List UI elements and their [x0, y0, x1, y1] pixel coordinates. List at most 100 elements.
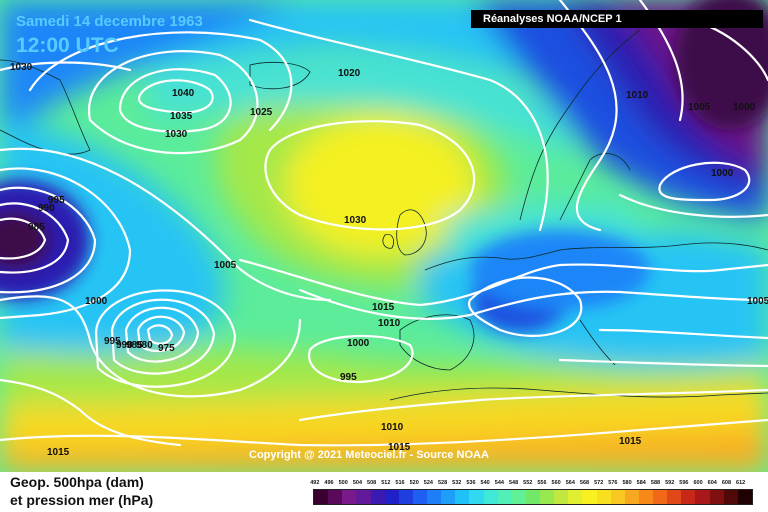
- colorbar-cell: [469, 490, 484, 504]
- coastline-europe: [424, 242, 768, 271]
- colorbar-cell: [441, 490, 456, 504]
- colorbar-level-label: 612: [736, 480, 746, 486]
- colorbar-cell: [653, 490, 668, 504]
- colorbar-cell: [427, 490, 442, 504]
- colorbar-level-label: 512: [381, 480, 391, 486]
- pressure-label: 1010: [378, 318, 401, 329]
- colorbar-level-label: 504: [352, 480, 363, 486]
- colorbar-cell: [568, 490, 583, 504]
- colorbar-level-label: 580: [622, 480, 632, 486]
- isobar-west-1000: [0, 167, 132, 320]
- colorbar-cell: [328, 490, 343, 504]
- colorbar-level-label: 588: [650, 480, 661, 486]
- chart-time: 12:00 UTC: [16, 34, 119, 57]
- colorbar-level-label: 508: [367, 480, 377, 486]
- pressure-label: 980: [136, 340, 153, 351]
- isobar-ne-extra: [618, 193, 768, 218]
- isobar-low-990: [110, 298, 216, 375]
- isobar-west-990: [0, 202, 70, 274]
- colorbar-cell: [398, 490, 413, 504]
- isobar-low-985: [124, 306, 200, 363]
- colorbar-level-label: 532: [452, 480, 462, 486]
- colorbar-level-label: 528: [437, 480, 448, 486]
- colorbar-level-label: 548: [508, 480, 519, 486]
- colorbar-level-label: 576: [608, 480, 618, 486]
- legend-line-1: Geop. 500hpa (dam): [10, 474, 144, 490]
- colorbar-level-label: 516: [395, 480, 405, 486]
- pressure-label: 1015: [372, 302, 395, 313]
- pressure-label: 1035: [170, 111, 193, 122]
- coastlines: [0, 29, 768, 401]
- colorbar-cell: [596, 490, 611, 504]
- pressure-label: 1015: [619, 436, 642, 447]
- isobar-south-1010: [298, 388, 768, 422]
- colorbar-cell: [681, 490, 696, 504]
- isobars: [0, 0, 768, 447]
- colorbar-cell: [723, 490, 738, 504]
- pressure-label: 1030: [344, 215, 367, 226]
- colorbar-cell: [540, 490, 555, 504]
- colorbar-cell: [624, 490, 639, 504]
- colorbar-labels: 492 496 500 504 508 512 516 520 524 528 532 536 540 5…: [310, 480, 753, 489]
- pressure-label: 990: [38, 203, 55, 214]
- colorbar-cell: [455, 490, 470, 504]
- reanalysis-map: 1030 1040 1035 1030 1025 1020 1010 1005 1000 1000…: [0, 0, 768, 472]
- colorbar-cell: [638, 490, 653, 504]
- colorbar-level-label: 556: [537, 480, 547, 486]
- isobar-1000-center: [307, 334, 414, 384]
- colorbar-level-label: 520: [409, 480, 419, 486]
- coastline-uk: [382, 209, 427, 256]
- colorbar-level-label: 592: [665, 480, 675, 486]
- isobar-europe-east: [598, 328, 768, 340]
- colorbar-level-label: 524: [423, 480, 433, 486]
- field-europe-blue: [470, 230, 650, 310]
- colorbar-cell: [525, 490, 540, 504]
- colorbar-level-label: 568: [579, 480, 590, 486]
- isobar-1025: [28, 31, 293, 132]
- colorbar-level-label: 552: [523, 480, 533, 486]
- coastline-iberia: [399, 314, 475, 371]
- colorbar-cell: [511, 490, 526, 504]
- pressure-label: 1000: [711, 168, 734, 179]
- colorbar-level-label: 572: [594, 480, 604, 486]
- field-west-low-core: [0, 210, 50, 270]
- isobar-1005-band: [0, 147, 332, 302]
- isobar-1015: [238, 258, 768, 307]
- field-northwest-blue: [0, 0, 300, 140]
- isobar-1040: [137, 79, 214, 114]
- colorbar-cell: [483, 490, 498, 504]
- pressure-label: 1005: [688, 102, 711, 113]
- colorbar: 492 496 500 504 508 512 516 520 524 528 532 536 540 5…: [310, 480, 753, 505]
- field-north-turquoise: [150, 55, 580, 160]
- colorbar-cell: [370, 490, 385, 504]
- isobar-1030-ring: [87, 50, 259, 155]
- pressure-label: 1015: [388, 442, 411, 453]
- coastline-africa: [389, 387, 768, 401]
- colorbar-cell: [412, 490, 427, 504]
- pressure-label: 1010: [626, 90, 649, 101]
- colorbar-cell: [342, 490, 357, 504]
- pressure-label: 990: [116, 340, 133, 351]
- coastline-scandinavia: [519, 29, 641, 221]
- colorbar-cell: [554, 490, 569, 504]
- isobar-1010: [298, 288, 768, 320]
- isobar-west-985: [0, 217, 47, 260]
- colorbar-cell: [356, 490, 371, 504]
- chart-date: Samedi 14 decembre 1963: [16, 13, 203, 30]
- pressure-label: 1005: [747, 296, 768, 307]
- pressure-label: 1000: [733, 102, 756, 113]
- field-west-cyan: [0, 120, 225, 354]
- isobar-south-1015: [0, 418, 768, 447]
- colorbar-level-label: 604: [707, 480, 717, 486]
- isobar-low-980: [136, 315, 186, 353]
- isobar-1030-ridge: [264, 120, 476, 231]
- isobar-west-outer: [0, 378, 182, 447]
- pressure-label: 1000: [347, 338, 370, 349]
- pressure-label: 1025: [250, 107, 273, 118]
- coastline-iceland: [249, 61, 311, 90]
- colorbar-level-label: 564: [565, 480, 575, 486]
- isobar-1020: [248, 18, 549, 232]
- pressure-label: 1030: [10, 62, 33, 73]
- colorbar-level-label: 540: [480, 480, 490, 486]
